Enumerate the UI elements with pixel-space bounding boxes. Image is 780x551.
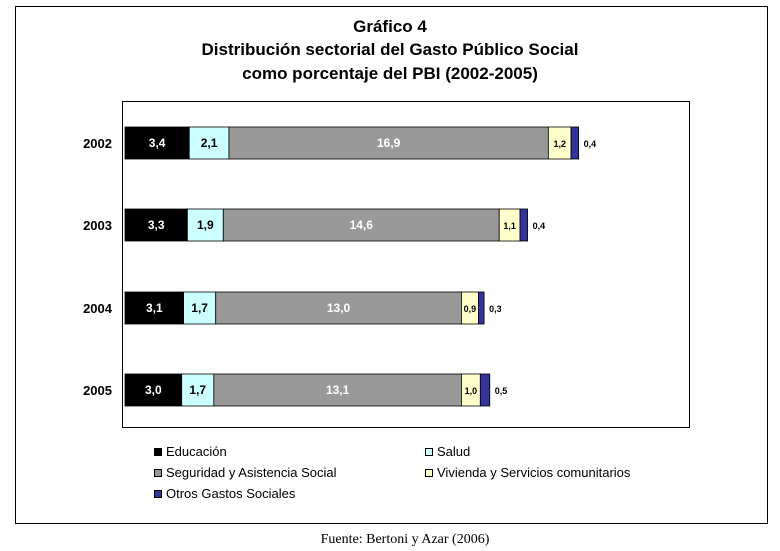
legend-item-salud: Salud bbox=[425, 444, 470, 459]
bar-seguridad-y-asistencia-social-2004 bbox=[215, 291, 462, 325]
chart-title: Gráfico 4 bbox=[353, 17, 427, 36]
legend-item-otros: Otros Gastos Sociales bbox=[154, 486, 295, 501]
data-label-educacion-2004: 3,1 bbox=[146, 301, 163, 315]
category-label-2004: 2004 bbox=[83, 301, 113, 316]
data-label-salud-2004: 1,7 bbox=[191, 301, 208, 315]
legend-swatch-seguridad bbox=[154, 468, 162, 477]
data-label-seguridad-y-asistencia-social-2005: 13,1 bbox=[326, 383, 350, 397]
data-label-otros-gastos-sociales-2004: 0,3 bbox=[489, 304, 502, 314]
bar-seguridad-y-asistencia-social-2002 bbox=[228, 126, 549, 160]
bar-otros-gastos-sociales-2005 bbox=[479, 373, 491, 407]
bar-educacion-2005 bbox=[124, 373, 183, 407]
data-label-educacion-2002: 3,4 bbox=[149, 136, 166, 150]
data-label-otros-gastos-sociales-2003: 0,4 bbox=[533, 221, 546, 231]
data-label-otros-gastos-sociales-2005: 0,5 bbox=[495, 386, 508, 396]
legend-item-vivienda: Vivienda y Servicios comunitarios bbox=[425, 465, 630, 480]
category-label-2002: 2002 bbox=[83, 136, 112, 151]
legend-label-educacion: Educación bbox=[166, 444, 227, 459]
legend-swatch-otros bbox=[154, 489, 162, 498]
legend-swatch-salud bbox=[425, 447, 433, 456]
legend-label-otros: Otros Gastos Sociales bbox=[166, 486, 296, 501]
bar-otros-gastos-sociales-2003 bbox=[519, 208, 528, 242]
source-note: Fuente: Bertoni y Azar (2006) bbox=[320, 532, 490, 547]
data-label-educacion-2005: 3,0 bbox=[145, 383, 162, 397]
data-label-salud-2005: 1,7 bbox=[189, 383, 206, 397]
data-label-salud-2002: 2,1 bbox=[201, 136, 218, 150]
bar-seguridad-y-asistencia-social-2003 bbox=[222, 208, 500, 242]
bar-educacion-2004 bbox=[124, 291, 184, 325]
legend-item-educacion: Educación bbox=[154, 444, 227, 459]
chart-subtitle-line-1: Distribución sectorial del Gasto Público… bbox=[201, 40, 579, 59]
data-label-seguridad-y-asistencia-social-2004: 13,0 bbox=[327, 301, 351, 315]
legend-label-vivienda: Vivienda y Servicios comunitarios bbox=[437, 465, 631, 480]
data-label-vivienda-y-servicios-comunitarios-2004: 0,9 bbox=[464, 304, 477, 314]
data-label-otros-gastos-sociales-2002: 0,4 bbox=[584, 139, 597, 149]
legend-label-seguridad: Seguridad y Asistencia Social bbox=[166, 465, 337, 480]
data-label-vivienda-y-servicios-comunitarios-2003: 1,1 bbox=[503, 221, 516, 231]
bar-otros-gastos-sociales-2004 bbox=[478, 291, 485, 325]
bar-educacion-2003 bbox=[124, 208, 188, 242]
bar-educacion-2002 bbox=[124, 126, 190, 160]
data-label-salud-2003: 1,9 bbox=[197, 218, 214, 232]
legend-swatch-vivienda bbox=[425, 468, 433, 477]
legend-item-seguridad: Seguridad y Asistencia Social bbox=[154, 465, 337, 480]
legend-label-salud: Salud bbox=[437, 444, 471, 459]
category-label-2005: 2005 bbox=[83, 383, 112, 398]
data-label-educacion-2003: 3,3 bbox=[148, 218, 165, 232]
data-label-seguridad-y-asistencia-social-2003: 14,6 bbox=[350, 218, 374, 232]
bar-salud-2005 bbox=[181, 373, 215, 407]
data-label-seguridad-y-asistencia-social-2002: 16,9 bbox=[377, 136, 401, 150]
bar-salud-2003 bbox=[186, 208, 224, 242]
data-label-vivienda-y-servicios-comunitarios-2005: 1,0 bbox=[465, 386, 478, 396]
bar-seguridad-y-asistencia-social-2005 bbox=[213, 373, 462, 407]
legend-swatch-educacion bbox=[154, 447, 162, 456]
data-label-vivienda-y-servicios-comunitarios-2002: 1,2 bbox=[553, 139, 566, 149]
chart-subtitle-line-2: como porcentaje del PBI (2002-2005) bbox=[242, 64, 538, 83]
bar-otros-gastos-sociales-2002 bbox=[570, 126, 579, 160]
category-label-2003: 2003 bbox=[83, 218, 112, 233]
